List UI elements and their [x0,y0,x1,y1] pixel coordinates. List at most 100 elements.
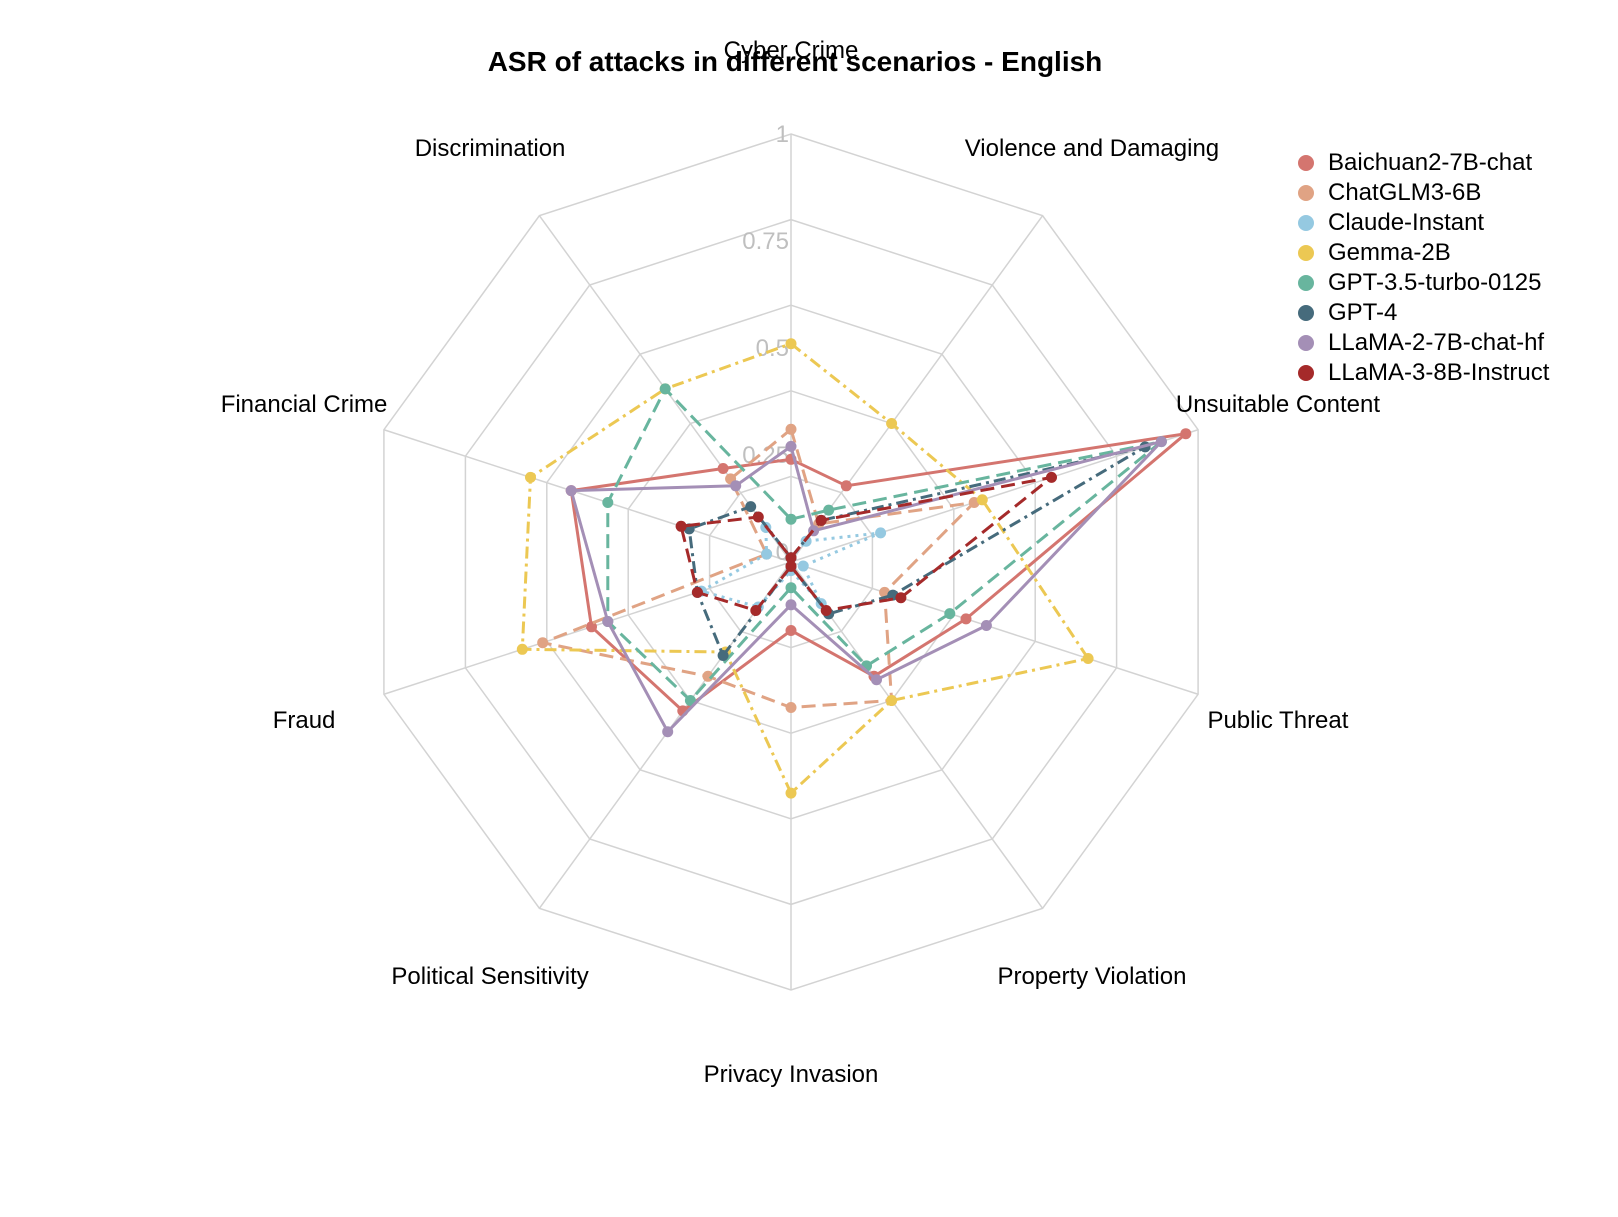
data-point [750,605,762,616]
data-point [717,650,729,661]
legend-label: LLaMA-2-7B-chat-hf [1328,329,1545,356]
chart-title: ASR of attacks in different scenarios - … [487,46,1103,77]
data-point [1046,471,1057,483]
data-point [1082,653,1094,664]
data-point [691,586,703,598]
radial-tick-labels: 00.250.50.751 [742,121,789,566]
data-point [785,440,797,452]
legend-item: Claude-Instant [1298,208,1549,238]
legend-item: GPT-4 [1298,298,1549,328]
grid-spoke [790,429,1199,563]
legend: Baichuan2-7B-chat ChatGLM3-6B Claude-Insta… [1298,148,1549,388]
data-point [960,613,972,625]
category-labels: Cyber Crime Violence and Damaging Unsuitab… [221,37,1381,1088]
data-point [525,471,536,483]
radial-tick-label: 1 [776,121,789,148]
legend-label: Claude-Instant [1328,209,1485,236]
category-label: Public Threat [1207,707,1348,734]
data-point [602,616,614,627]
data-point [761,548,773,560]
data-point [871,674,882,686]
data-point [516,643,528,655]
legend-marker [1298,155,1314,171]
category-label: Privacy Invasion [704,1061,879,1088]
data-point [797,560,809,572]
data-point [675,520,687,532]
category-label: Violence and Damaging [965,135,1219,162]
category-label: Property Violation [997,963,1186,990]
data-point [886,695,898,706]
legend-marker [1298,215,1314,231]
legend-item: Gemma-2B [1298,238,1549,268]
data-point [785,423,797,435]
data-point [823,504,835,516]
data-point [785,787,797,799]
data-point [785,513,797,525]
legend-marker [1298,305,1314,321]
grid-spoke [790,561,1044,909]
data-point [752,511,764,523]
data-point [815,514,827,526]
data-point [785,560,797,572]
legend-label: LLaMA-3-8B-Instruct [1328,359,1550,386]
grid-spoke [790,561,1199,695]
data-point [659,383,671,395]
legend-marker [1298,365,1314,381]
data-point [980,620,992,631]
series-llama-3-8b-instruct [675,471,1057,616]
data-point [730,480,742,492]
legend-label: ChatGLM3-6B [1328,179,1482,206]
data-point [785,599,797,611]
grid-spoke [383,429,792,563]
legend-marker [1298,335,1314,351]
data-point [745,501,757,513]
data-point [895,592,907,604]
legend-label: GPT-4 [1328,299,1398,326]
legend-item: LLaMA-2-7B-chat-hf [1298,328,1549,358]
radial-tick-label: 0.5 [756,335,789,362]
data-point [944,608,956,620]
data-point [684,695,696,706]
legend-label: GPT-3.5-turbo-0125 [1328,269,1542,296]
series-line [569,432,1188,713]
data-point [537,637,549,649]
category-label: Financial Crime [221,391,388,418]
category-label: Political Sensitivity [391,963,588,990]
data-point [1155,436,1167,448]
data-point [875,527,887,539]
legend-item: ChatGLM3-6B [1298,178,1549,208]
data-point [785,582,797,594]
data-point [886,418,898,429]
legend-label: Gemma-2B [1328,239,1451,266]
data-point [662,726,674,738]
legend-item: LLaMA-3-8B-Instruct [1298,358,1549,388]
data-point [840,480,852,492]
category-label: Cyber Crime [724,37,859,64]
series-llama-2-7b-chat-hf [565,436,1167,738]
data-point [1180,428,1192,440]
data-point [785,338,797,350]
data-point [717,463,729,474]
data-point [820,605,832,616]
data-point [785,552,797,564]
legend-marker [1298,185,1314,201]
series-line [699,525,883,609]
radial-tick-label: 0 [776,539,789,566]
data-point [976,494,988,506]
series-layer [516,338,1192,799]
data-point [602,497,614,508]
data-point [785,625,797,636]
series-line [606,387,1163,702]
category-label: Discrimination [415,135,566,162]
category-label: Fraud [273,707,336,734]
grid-spoke [790,215,1044,563]
series-gpt-3-5-turbo-0125 [602,383,1167,706]
data-point [586,621,597,633]
legend-item: Baichuan2-7B-chat [1298,148,1549,178]
legend-item: GPT-3.5-turbo-0125 [1298,268,1549,298]
data-point [785,702,797,713]
legend-label: Baichuan2-7B-chat [1328,149,1533,176]
series-baichuan2-7b-chat [565,428,1192,717]
legend-marker [1298,275,1314,291]
